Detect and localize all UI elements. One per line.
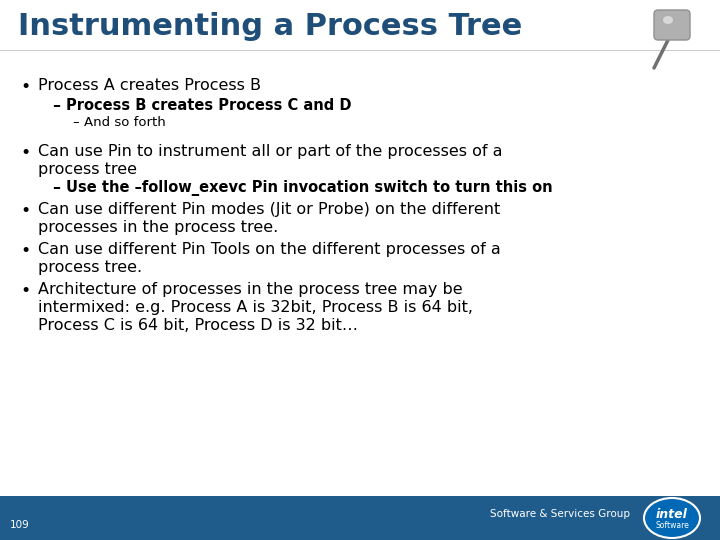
Text: Process B creates Process C and D: Process B creates Process C and D [66, 98, 351, 113]
Text: •: • [20, 78, 30, 96]
Text: Can use different Pin modes (Jit or Probe) on the different: Can use different Pin modes (Jit or Prob… [38, 202, 500, 217]
FancyBboxPatch shape [654, 10, 690, 40]
Ellipse shape [644, 498, 700, 538]
Text: –: – [52, 180, 60, 195]
Text: And so forth: And so forth [84, 116, 166, 129]
Text: Process A creates Process B: Process A creates Process B [38, 78, 261, 93]
Text: Instrumenting a Process Tree: Instrumenting a Process Tree [18, 12, 522, 41]
Text: Use the –follow_exevc Pin invocation switch to turn this on: Use the –follow_exevc Pin invocation swi… [66, 180, 553, 196]
Text: Can use Pin to instrument all or part of the processes of a: Can use Pin to instrument all or part of… [38, 144, 503, 159]
Text: Software & Services Group: Software & Services Group [490, 509, 630, 518]
Text: intel: intel [656, 508, 688, 521]
Text: •: • [20, 144, 30, 162]
Text: •: • [20, 242, 30, 260]
FancyBboxPatch shape [0, 496, 720, 540]
Text: Can use different Pin Tools on the different processes of a: Can use different Pin Tools on the diffe… [38, 242, 500, 257]
Text: •: • [20, 282, 30, 300]
Text: 109: 109 [10, 519, 30, 530]
Text: •: • [20, 202, 30, 220]
Text: Process C is 64 bit, Process D is 32 bit…: Process C is 64 bit, Process D is 32 bit… [38, 318, 358, 333]
Text: –: – [52, 98, 60, 113]
Text: process tree.: process tree. [38, 260, 142, 275]
Ellipse shape [663, 16, 673, 24]
Text: intermixed: e.g. Process A is 32bit, Process B is 64 bit,: intermixed: e.g. Process A is 32bit, Pro… [38, 300, 473, 315]
Text: Architecture of processes in the process tree may be: Architecture of processes in the process… [38, 282, 463, 297]
Text: processes in the process tree.: processes in the process tree. [38, 220, 278, 235]
Text: Software: Software [655, 522, 689, 530]
Text: process tree: process tree [38, 162, 137, 177]
Text: –: – [72, 116, 78, 129]
